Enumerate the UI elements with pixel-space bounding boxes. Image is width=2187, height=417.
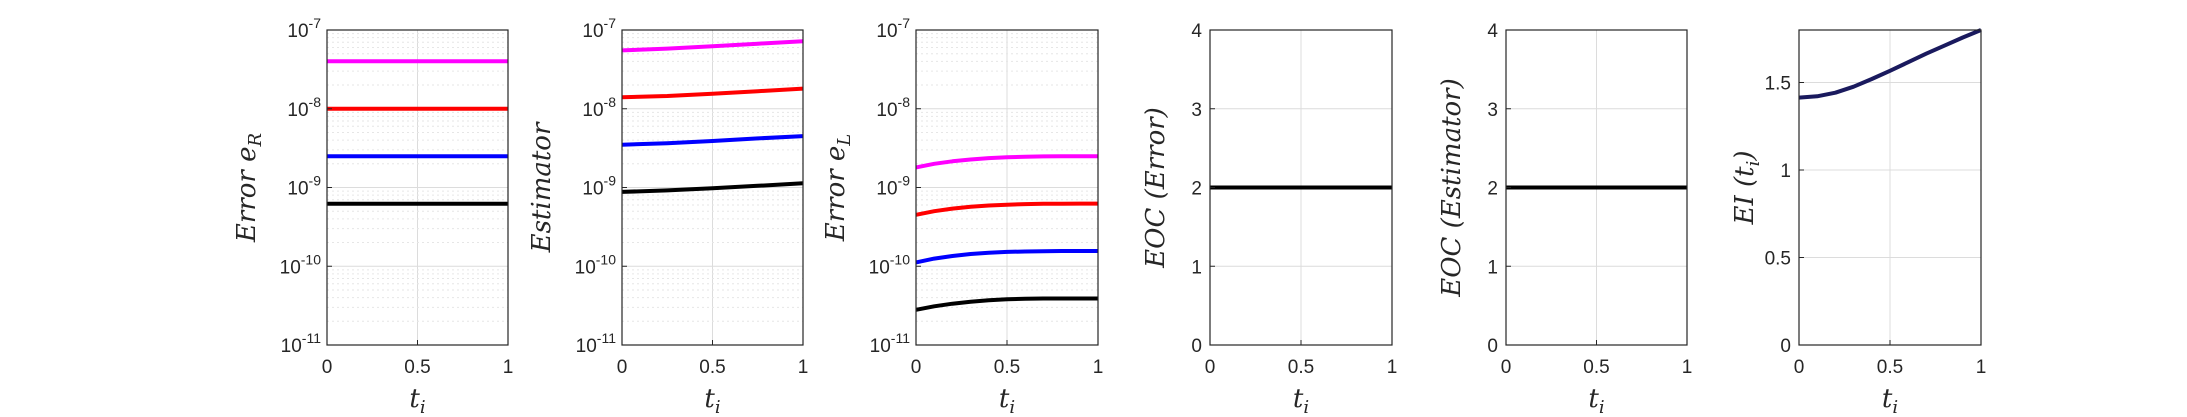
y-tick-label: 10-11 bbox=[870, 330, 911, 357]
y-tick-label: 10-7 bbox=[287, 15, 321, 42]
y-tick-label: 10-8 bbox=[582, 94, 616, 121]
y-tick-label: 10-8 bbox=[876, 94, 910, 121]
x-tick-label: 0 bbox=[1794, 357, 1805, 378]
y-axis-label: Error eL​ bbox=[821, 134, 855, 243]
series-line-1 bbox=[621, 39, 804, 53]
y-tick-label: 10-10 bbox=[575, 251, 617, 278]
x-axis-label: ti​ bbox=[999, 384, 1015, 417]
y-tick-label: 10-11 bbox=[576, 330, 617, 357]
chart-panel-4: 0 0.5 1 0 1 2 3 4 ti​ EOC (Error) bbox=[1141, 21, 1397, 417]
y-tick-label: 1.5 bbox=[1765, 74, 1791, 95]
y-tick-label: 0 bbox=[1487, 336, 1498, 357]
x-tick-label: 0.5 bbox=[994, 357, 1020, 378]
y-tick-label: 10-9 bbox=[876, 173, 910, 200]
x-tick-label: 0 bbox=[911, 357, 922, 378]
y-tick-label: 2 bbox=[1191, 179, 1202, 200]
x-tick-label: 1 bbox=[1387, 357, 1398, 378]
series-line-4 bbox=[915, 296, 1098, 312]
y-axis-label: EOC (Estimator) bbox=[1437, 78, 1467, 298]
y-tick-label: 10-11 bbox=[281, 330, 322, 357]
series-line-4 bbox=[621, 181, 804, 194]
x-axis-label: ti​ bbox=[1293, 384, 1309, 417]
y-tick-label: 1 bbox=[1487, 257, 1498, 278]
x-axis-label: ti​ bbox=[1588, 384, 1604, 417]
chart-panel-2: 0 0.5 1 10-11 10-10 10-9 10-8 10-7 ti​ Estimator bbox=[527, 15, 808, 417]
y-axis-label: EI (ti) bbox=[1730, 150, 1764, 225]
series-line-1 bbox=[1798, 28, 1982, 100]
y-tick-label: 1 bbox=[1780, 161, 1791, 182]
y-tick-label: 1 bbox=[1191, 257, 1202, 278]
x-tick-label: 0.5 bbox=[404, 357, 430, 378]
x-tick-label: 0 bbox=[1501, 357, 1512, 378]
series-line-3 bbox=[621, 134, 804, 147]
x-axis-label: ti​ bbox=[409, 384, 425, 417]
chart-panel-3: 0 0.5 1 10-11 10-10 10-9 10-8 10-7 ti​ Error eL​ bbox=[821, 15, 1103, 417]
x-tick-label: 1 bbox=[798, 357, 809, 378]
y-tick-label: 10-7 bbox=[582, 15, 616, 42]
x-axis-label: ti​ bbox=[1882, 384, 1898, 417]
chart-panel-6: 0 0.5 1 0 0.5 1 1.5 ti​ EI (ti) bbox=[1730, 28, 1987, 417]
chart-panel-1: 0 0.5 1 10-11 10-10 10-9 10-8 10-7 ti​ Error eR​ bbox=[232, 15, 513, 417]
y-tick-label: 2 bbox=[1487, 179, 1498, 200]
series-line-2 bbox=[621, 86, 804, 100]
y-axis-label: Error eR​ bbox=[232, 133, 266, 243]
y-axis-label: Estimator bbox=[527, 121, 557, 253]
y-axis-label: EOC (Error) bbox=[1141, 107, 1171, 269]
x-tick-label: 1 bbox=[1976, 357, 1987, 378]
series-line-3 bbox=[915, 249, 1098, 265]
x-tick-label: 0 bbox=[617, 357, 628, 378]
y-tick-label: 0 bbox=[1191, 336, 1202, 357]
y-tick-label: 4 bbox=[1191, 21, 1202, 42]
x-tick-label: 1 bbox=[1682, 357, 1693, 378]
y-tick-label: 10-10 bbox=[280, 251, 322, 278]
y-tick-label: 3 bbox=[1191, 100, 1202, 121]
y-tick-label: 0.5 bbox=[1765, 249, 1791, 270]
x-tick-label: 0 bbox=[322, 357, 333, 378]
series-line-1 bbox=[915, 154, 1098, 170]
y-tick-label: 10-7 bbox=[876, 15, 910, 42]
y-tick-label: 10-9 bbox=[582, 173, 616, 200]
y-tick-label: 10-8 bbox=[287, 94, 321, 121]
x-tick-label: 0.5 bbox=[1877, 357, 1903, 378]
x-tick-label: 0.5 bbox=[1583, 357, 1609, 378]
x-tick-label: 0 bbox=[1205, 357, 1216, 378]
y-tick-label: 10-9 bbox=[287, 173, 321, 200]
x-tick-label: 0.5 bbox=[699, 357, 725, 378]
x-axis-label: ti​ bbox=[704, 384, 720, 417]
chart-panel-5: 0 0.5 1 0 1 2 3 4 ti​ EOC (Estimator) bbox=[1437, 21, 1692, 417]
x-tick-label: 0.5 bbox=[1288, 357, 1314, 378]
y-tick-label: 4 bbox=[1487, 21, 1498, 42]
x-tick-label: 1 bbox=[1093, 357, 1104, 378]
y-tick-label: 0 bbox=[1780, 336, 1791, 357]
y-tick-label: 10-10 bbox=[869, 251, 911, 278]
series-line-2 bbox=[915, 201, 1098, 217]
y-tick-label: 3 bbox=[1487, 100, 1498, 121]
x-tick-label: 1 bbox=[503, 357, 514, 378]
